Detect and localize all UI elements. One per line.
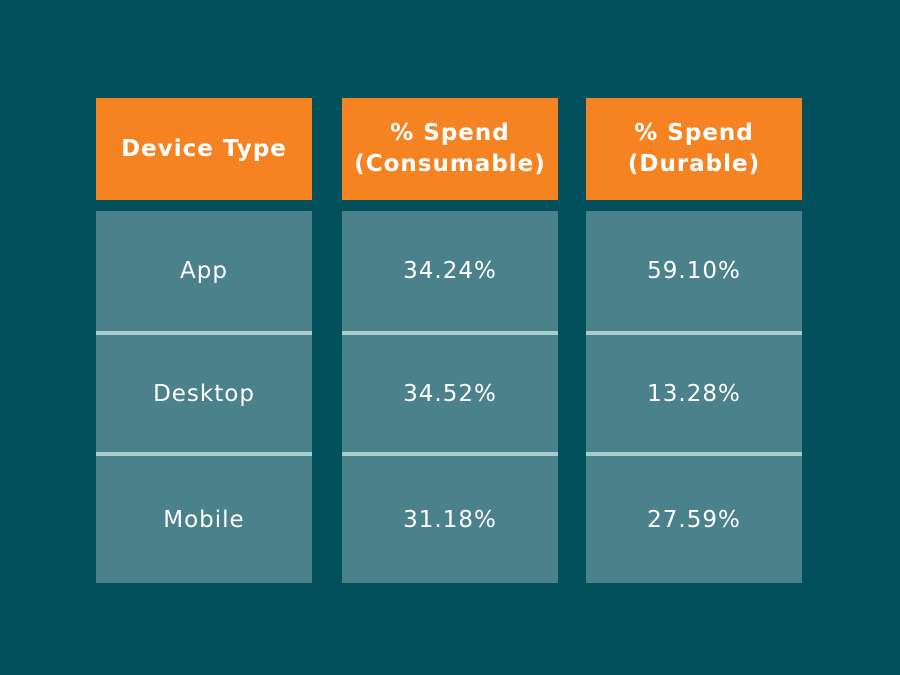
column-device-type: Device Type App Desktop Mobile <box>96 98 312 583</box>
cell-consumable-app: 34.24% <box>342 211 558 331</box>
column-body: 59.10% 13.28% 27.59% <box>586 211 802 583</box>
cell-consumable-desktop: 34.52% <box>342 331 558 452</box>
header-spend-durable: % Spend (Durable) <box>586 98 802 200</box>
column-body: 34.24% 34.52% 31.18% <box>342 211 558 583</box>
column-spend-consumable: % Spend (Consumable) 34.24% 34.52% 31.18… <box>342 98 558 583</box>
cell-device-mobile: Mobile <box>96 452 312 583</box>
header-spend-consumable: % Spend (Consumable) <box>342 98 558 200</box>
cell-consumable-mobile: 31.18% <box>342 452 558 583</box>
column-body: App Desktop Mobile <box>96 211 312 583</box>
cell-durable-app: 59.10% <box>586 211 802 331</box>
header-device-type: Device Type <box>96 98 312 200</box>
cell-durable-desktop: 13.28% <box>586 331 802 452</box>
cell-device-desktop: Desktop <box>96 331 312 452</box>
column-spend-durable: % Spend (Durable) 59.10% 13.28% 27.59% <box>586 98 802 583</box>
cell-device-app: App <box>96 211 312 331</box>
cell-durable-mobile: 27.59% <box>586 452 802 583</box>
